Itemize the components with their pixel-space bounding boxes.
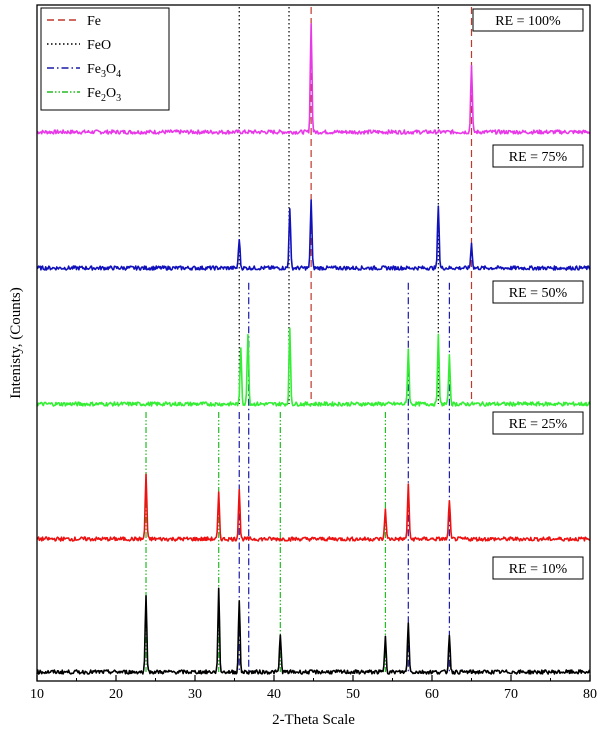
legend-box bbox=[40, 7, 170, 111]
series-label-box bbox=[472, 8, 584, 32]
x-tick-label-10: 10 bbox=[30, 687, 44, 702]
series-label-text: RE = 75% bbox=[509, 150, 568, 165]
series-label-5: RE = 10% bbox=[492, 556, 584, 580]
series-label-box bbox=[492, 411, 584, 435]
series-label-3: RE = 50% bbox=[492, 280, 584, 304]
legend-label-fe3o4: Fe3O4 bbox=[87, 62, 121, 80]
series-line-1 bbox=[36, 22, 591, 135]
series-lines bbox=[36, 22, 591, 675]
legend-label-feo: FeO bbox=[87, 38, 111, 53]
x-tick-label-80: 80 bbox=[583, 687, 597, 702]
x-tick-label-70: 70 bbox=[504, 687, 518, 702]
series-label-1: RE = 100% bbox=[472, 8, 584, 32]
legend-label-fe2o3: Fe2O3 bbox=[87, 86, 121, 104]
series-label-text: RE = 100% bbox=[495, 14, 561, 29]
x-axis: 10 20 30 40 50 60 70 80 bbox=[30, 675, 597, 702]
series-label-box bbox=[492, 280, 584, 304]
y-axis-label: Intenisty, (Counts) bbox=[8, 287, 24, 399]
series-label-text: RE = 50% bbox=[509, 286, 568, 301]
series-label-box bbox=[492, 556, 584, 580]
x-tick-label-30: 30 bbox=[188, 687, 202, 702]
x-axis-label: 2-Theta Scale bbox=[272, 712, 355, 728]
series-label-4: RE = 25% bbox=[492, 411, 584, 435]
series-line-5 bbox=[36, 587, 591, 675]
series-line-2 bbox=[36, 199, 591, 271]
legend-label-fe: Fe bbox=[87, 14, 101, 29]
series-line-3 bbox=[36, 327, 591, 407]
series-label-text: RE = 25% bbox=[509, 417, 568, 432]
series-line-4 bbox=[36, 473, 591, 542]
reference-lines bbox=[145, 7, 473, 672]
series-label-2: RE = 75% bbox=[492, 144, 584, 168]
legend: Fe FeO Fe3O4 Fe2O3 bbox=[40, 7, 170, 111]
series-labels: RE = 100% RE = 75% RE = 50% RE = 25% RE = 10… bbox=[472, 8, 584, 580]
series-label-text: RE = 10% bbox=[509, 562, 568, 577]
x-tick-label-20: 20 bbox=[109, 687, 123, 702]
x-tick-label-50: 50 bbox=[346, 687, 360, 702]
x-tick-label-40: 40 bbox=[267, 687, 281, 702]
series-label-box bbox=[492, 144, 584, 168]
x-tick-label-60: 60 bbox=[425, 687, 439, 702]
